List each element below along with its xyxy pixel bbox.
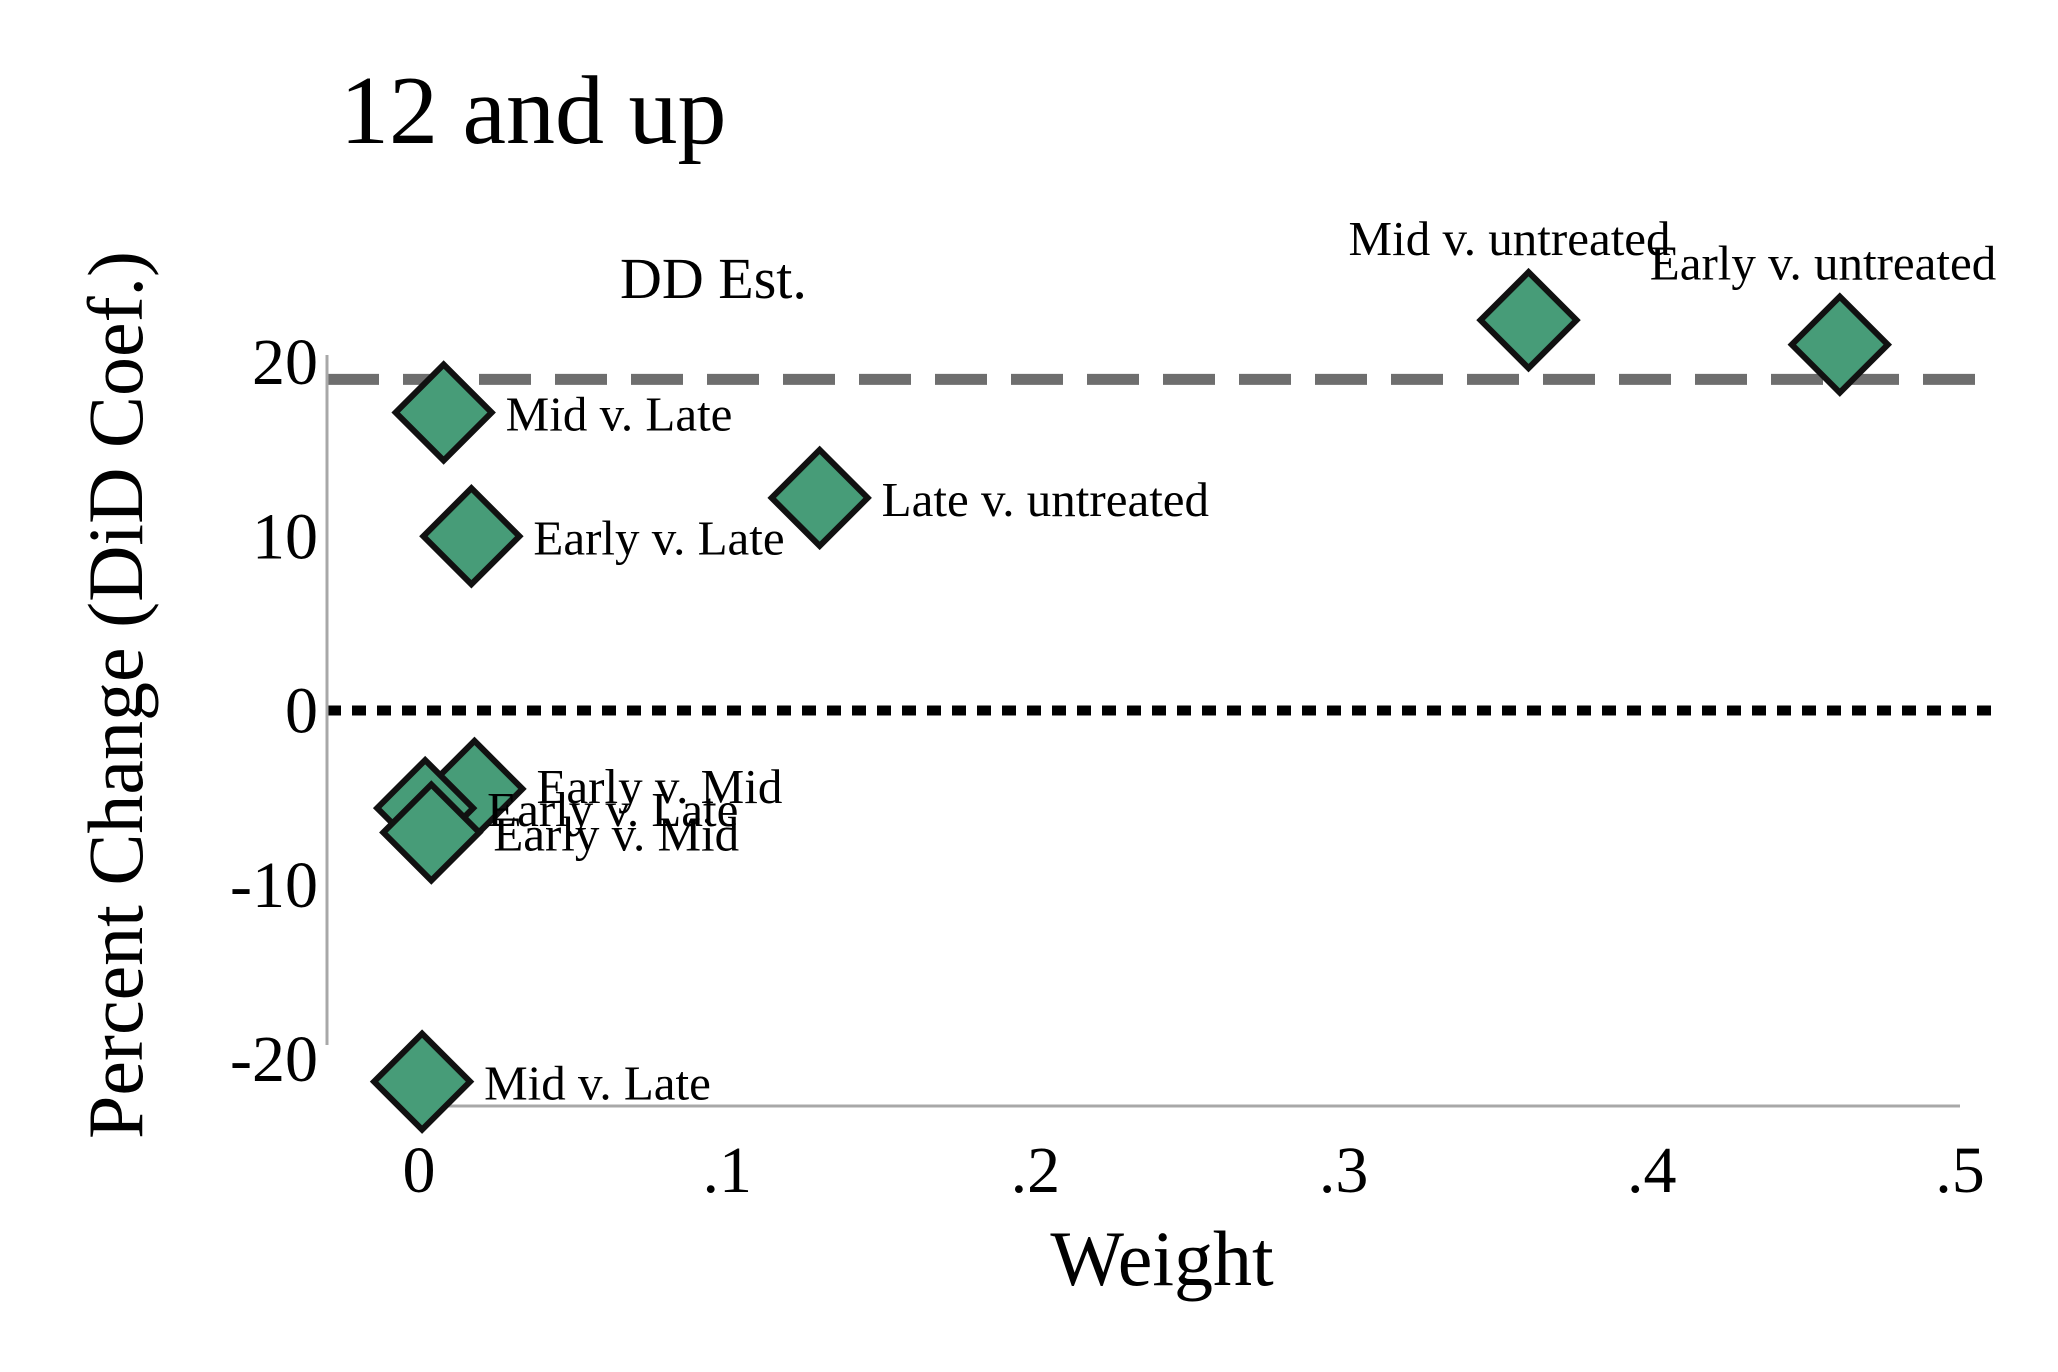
data-point-label: Mid v. Late <box>484 1056 711 1111</box>
y-tick-label: -10 <box>230 849 318 922</box>
data-point-label: Mid v. Late <box>506 387 733 442</box>
y-tick-label: 10 <box>252 500 318 573</box>
data-point-label: Late v. untreated <box>882 472 1209 527</box>
data-point-marker <box>1476 267 1581 373</box>
data-point-marker <box>767 445 872 551</box>
data-point-label: Early v. Late <box>487 782 738 837</box>
reference-lines: DD Est. <box>327 246 1995 716</box>
data-point-marker <box>369 1029 475 1134</box>
y-tick-label: -20 <box>230 1023 318 1096</box>
data-point-label: Early v. Mid <box>536 759 782 814</box>
x-tick-label: 0 <box>403 1134 436 1207</box>
x-axis-label: Weight <box>1050 1215 1274 1302</box>
y-axis-ticks: 20 10 0 -10 -20 <box>230 326 318 1096</box>
data-point-label: Early v. Mid <box>493 806 739 861</box>
data-point-marker <box>391 360 496 465</box>
data-points <box>369 267 1893 1134</box>
data-point-label: Early v. untreated <box>1650 236 1996 291</box>
y-tick-label: 20 <box>252 326 318 399</box>
x-tick-label: .2 <box>1011 1134 1061 1207</box>
x-tick-label: .5 <box>1935 1134 1985 1207</box>
data-point-marker <box>419 484 524 589</box>
data-point-labels: Mid v. Late Early v. Late Late v. untreate… <box>484 211 1996 1110</box>
y-tick-label: 0 <box>285 675 318 748</box>
x-axis-ticks: 0 .1 .2 .3 .4 .5 <box>403 1134 1985 1207</box>
data-point-marker <box>379 780 484 885</box>
data-point-label: Early v. Late <box>533 510 784 565</box>
data-point-marker <box>1787 292 1893 397</box>
x-tick-label: .3 <box>1319 1134 1369 1207</box>
x-tick-label: .4 <box>1627 1134 1677 1207</box>
x-tick-label: .1 <box>702 1134 752 1207</box>
y-axis-label: Percent Change (DiD Coef.) <box>72 251 159 1139</box>
data-point-label: Mid v. untreated <box>1349 211 1671 266</box>
dd-estimate-label: DD Est. <box>620 246 807 311</box>
chart-title: 12 and up <box>340 57 727 165</box>
